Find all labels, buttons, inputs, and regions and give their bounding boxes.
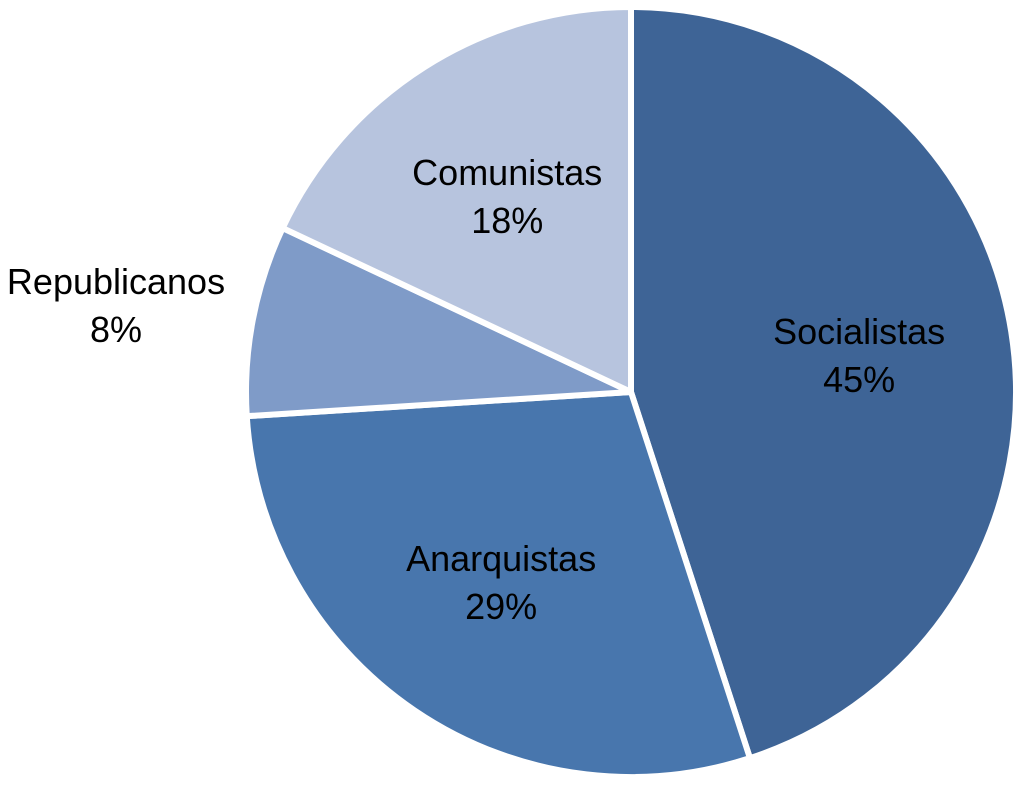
pie-slice-anarquistas (243, 389, 753, 780)
labels-layer: Socialistas 45% Anarquistas 29% Republicanos… (7, 152, 945, 627)
slice-value-label-anarquistas: 29% (465, 586, 537, 627)
slice-value-label-republicanos: 8% (90, 309, 142, 350)
slice-name-label-comunistas: Comunistas (412, 152, 602, 193)
slice-name-label-anarquistas: Anarquistas (406, 538, 596, 579)
slice-name-label-socialistas: Socialistas (773, 311, 945, 352)
pie-slice-comunistas (279, 4, 634, 395)
pie-slice-republicanos (243, 225, 634, 420)
slice-value-label-comunistas: 18% (471, 200, 543, 241)
pie-slice-socialistas (628, 4, 1019, 762)
slices-layer (243, 4, 1019, 780)
slice-name-label-republicanos: Republicanos (7, 261, 225, 302)
slice-value-label-socialistas: 45% (823, 359, 895, 400)
